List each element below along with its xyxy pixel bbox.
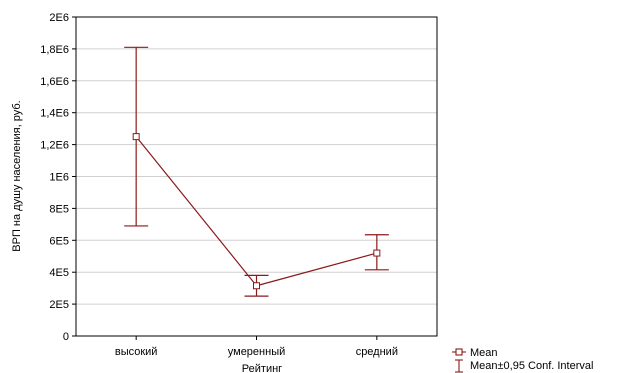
y-tick-label-8: 1,6E6 xyxy=(40,76,69,88)
x-axis: высокий умеренный средний xyxy=(115,336,398,358)
y-tick-label-10: 2E6 xyxy=(49,12,69,24)
y-tick-label-5: 1E6 xyxy=(49,172,69,184)
legend-ci-label: Mean±0,95 Conf. Interval xyxy=(470,360,593,372)
y-tick-label-4: 8E5 xyxy=(49,203,69,215)
legend-mean-label: Mean xyxy=(470,347,498,359)
y-tick-label-1: 2E5 xyxy=(49,299,69,311)
y-tick-label-7: 1,4E6 xyxy=(40,108,69,120)
mean-point-2 xyxy=(373,249,381,257)
x-tick-label-0: высокий xyxy=(115,346,158,358)
y-tick-label-2: 4E5 xyxy=(49,267,69,279)
y-tick-label-0: 0 xyxy=(63,331,69,343)
legend: Mean Mean±0,95 Conf. Interval xyxy=(452,347,593,373)
y-axis-title: ВРП на душу населения, руб. xyxy=(11,100,23,251)
y-tick-label-9: 1,8E6 xyxy=(40,44,69,56)
x-axis-title: Рейтинг xyxy=(242,363,282,373)
mean-line xyxy=(135,136,377,287)
legend-mean-marker xyxy=(455,348,463,356)
y-tick-label-3: 6E5 xyxy=(49,235,69,247)
mean-point-0 xyxy=(132,133,140,141)
x-tick-label-1: умеренный xyxy=(228,346,286,358)
y-axis: 0 2E5 4E5 6E5 8E5 1E6 1,2E6 1,4E6 1,6E6 1,8E6 2E6 xyxy=(40,12,76,343)
mean-points xyxy=(132,133,381,290)
x-tick-label-2: средний xyxy=(356,346,398,358)
y-tick-label-6: 1,2E6 xyxy=(40,140,69,152)
mean-point-1 xyxy=(253,282,260,290)
